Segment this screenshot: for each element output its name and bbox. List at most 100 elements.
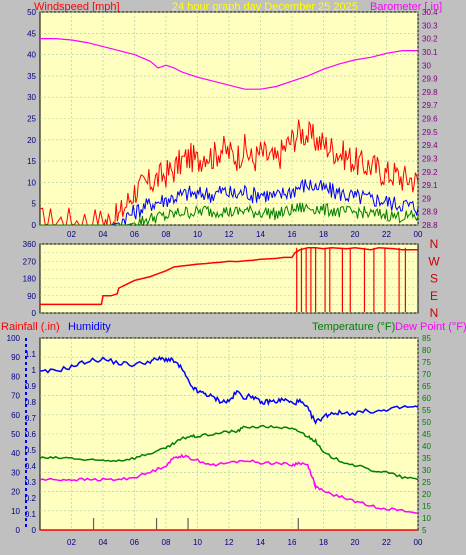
compass-label: N [430,237,439,251]
wind-y-tick-label: 50 [27,8,36,17]
wind-y-tick-label: 15 [27,157,36,166]
series-line-wind-direction [40,247,418,306]
temperature-y-tick-label: 85 [422,334,431,343]
temperature-y-tick-label: 10 [422,514,431,523]
temperature-axis-title: Temperature (°F) [312,321,395,333]
dewpoint-axis-title: Dew Point (°F) [395,321,466,333]
rainfall-y-tick-label: 0.6 [25,430,37,439]
temperature-y-tick-label: 50 [422,418,431,427]
humidity-y-tick-label: 100 [7,334,21,343]
climate-x-tick-label: 14 [256,538,265,547]
climate-x-tick-label: 04 [99,538,108,547]
climate-x-tick-label: 12 [225,538,234,547]
wind-x-tick-label: 16 [288,230,297,239]
barometer-y-tick-label: 30.2 [422,35,438,44]
barometer-y-tick-label: 28.9 [422,208,438,217]
temperature-y-tick-label: 65 [422,382,431,391]
barometer-axis-title: Barometer [.in] [370,1,442,13]
barometer-y-tick-label: 29.4 [422,141,438,150]
series-line-barometer [40,37,418,90]
temperature-y-tick-label: 35 [422,454,431,463]
rainfall-y-tick-label: 0.8 [25,398,37,407]
climate-x-tick-label: 10 [193,538,202,547]
wind-x-tick-label: 08 [162,230,171,239]
temperature-y-tick-label: 30 [422,466,431,475]
climate-x-tick-label: 02 [67,538,76,547]
rainfall-y-tick-label: 0 [32,526,37,535]
humidity-y-tick-label: 20 [11,488,20,497]
temperature-y-tick-label: 80 [422,346,431,355]
rainfall-y-tick-label: 0.5 [25,446,37,455]
climate-x-tick-label: 20 [351,538,360,547]
direction-y-tick-label: 360 [23,240,37,249]
wind-y-tick-label: 10 [27,178,36,187]
wind-x-tick-label: 10 [193,230,202,239]
direction-y-tick-label: 270 [23,257,37,266]
series-line-humidity [40,355,419,425]
humidity-y-tick-label: 30 [11,468,20,477]
wind-x-tick-label: 00 [414,230,423,239]
temperature-y-tick-label: 55 [422,406,431,415]
climate-x-tick-label: 00 [414,538,423,547]
temperature-y-tick-label: 20 [422,490,431,499]
wind-x-tick-label: 06 [130,230,139,239]
humidity-y-tick-label: 40 [11,449,20,458]
barometer-y-tick-label: 30.4 [422,8,438,17]
humidity-y-tick-label: 60 [11,411,20,420]
barometer-y-tick-label: 28.8 [422,221,438,230]
barometer-y-tick-label: 30 [422,61,431,70]
temperature-y-tick-label: 5 [422,526,427,535]
temperature-y-tick-label: 45 [422,430,431,439]
wind-y-tick-label: 45 [27,29,36,38]
barometer-y-tick-label: 29.2 [422,168,438,177]
series-line-temperature [39,424,419,481]
temperature-y-tick-label: 40 [422,442,431,451]
rain-humidity-temperature-panel: 010203040506070809010000.10.20.30.40.50.… [7,334,432,547]
compass-label: W [428,254,440,268]
barometer-y-tick-label: 29 [422,194,431,203]
climate-x-tick-label: 22 [382,538,391,547]
barometer-y-tick-label: 30.1 [422,48,438,57]
series-line-windspeed-gust [39,119,419,227]
barometer-y-tick-label: 29.8 [422,88,438,97]
series-line-windspeed-average [40,178,419,226]
humidity-y-tick-label: 0 [16,526,21,535]
barometer-y-tick-label: 30.3 [422,21,438,30]
compass-label: N [430,306,439,320]
wind-y-tick-label: 5 [32,200,37,209]
wind-x-tick-label: 14 [256,230,265,239]
humidity-y-tick-label: 90 [11,353,20,362]
humidity-y-tick-label: 80 [11,372,20,381]
rainfall-y-tick-label: 0.9 [25,382,37,391]
barometer-y-tick-label: 29.1 [422,181,438,190]
rainfall-y-tick-label: 0.7 [25,414,37,423]
windspeed-axis-title: Windspeed [mph] [34,1,120,13]
wind-x-tick-label: 12 [225,230,234,239]
series-line-windspeed-minimum [40,202,419,227]
barometer-y-tick-label: 29.3 [422,154,438,163]
temperature-y-tick-label: 70 [422,370,431,379]
compass-label: E [430,289,438,303]
series-line-dew-point [39,453,419,514]
rainfall-y-tick-label: 1 [32,366,37,375]
temperature-y-tick-label: 25 [422,478,431,487]
direction-y-tick-label: 0 [32,309,37,318]
wind-y-tick-label: 0 [32,221,37,230]
humidity-y-tick-label: 70 [11,392,20,401]
compass-label: S [430,272,438,286]
barometer-y-tick-label: 29.7 [422,101,438,110]
climate-x-tick-label: 08 [162,538,171,547]
direction-y-tick-label: 180 [23,275,37,284]
climate-x-tick-label: 16 [288,538,297,547]
rainfall-axis-title: Rainfall (.in) [1,321,60,333]
rainfall-y-tick-label: 0.3 [25,478,37,487]
wind-x-tick-label: 20 [351,230,360,239]
climate-x-tick-label: 18 [319,538,328,547]
wind-y-tick-label: 25 [27,115,36,124]
wind-x-tick-label: 22 [382,230,391,239]
wind-y-tick-label: 40 [27,51,36,60]
humidity-y-tick-label: 50 [11,430,20,439]
climate-x-tick-label: 06 [130,538,139,547]
wind-x-tick-label: 04 [99,230,108,239]
